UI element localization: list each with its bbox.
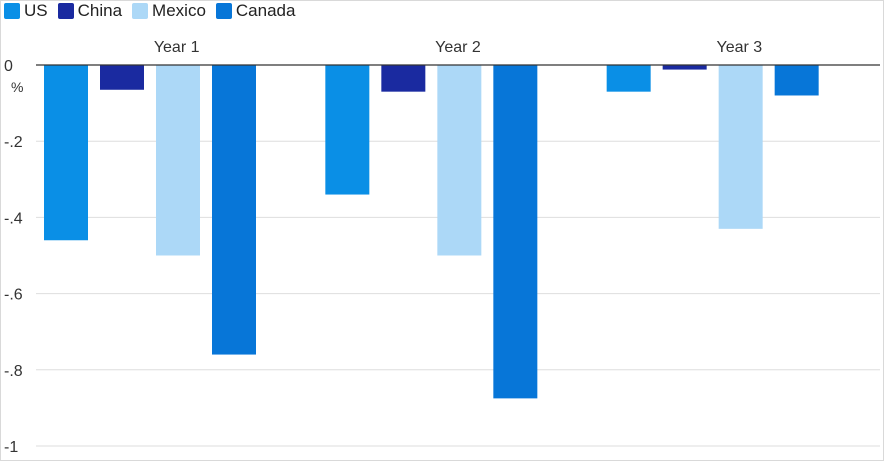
legend-label: China bbox=[77, 1, 123, 20]
bar-mexico bbox=[718, 65, 763, 229]
legend-item-china: China bbox=[57, 1, 123, 21]
legend-label: Mexico bbox=[152, 1, 206, 20]
bar-mexico bbox=[156, 65, 200, 256]
legend-item-canada: Canada bbox=[215, 1, 296, 21]
legend-swatch bbox=[4, 3, 20, 19]
bar-us bbox=[325, 65, 370, 195]
y-tick-label: -1 bbox=[4, 439, 18, 456]
legend: US China Mexico Canada bbox=[4, 1, 295, 21]
legend-swatch bbox=[57, 3, 74, 19]
bar-china bbox=[381, 65, 426, 92]
bar-us bbox=[606, 65, 651, 92]
y-tick-label: -.4 bbox=[4, 210, 23, 227]
bar-china bbox=[662, 65, 707, 70]
y-tick-label: -.6 bbox=[4, 287, 23, 304]
y-tick-label: -.2 bbox=[4, 134, 23, 151]
category-label: Year 2 bbox=[435, 39, 481, 56]
bar-canada bbox=[212, 65, 256, 355]
legend-label: Canada bbox=[235, 1, 296, 20]
legend-item-us: US bbox=[4, 1, 48, 21]
y-tick-label: -.8 bbox=[4, 363, 23, 380]
bar-china bbox=[100, 65, 144, 90]
legend-swatch bbox=[132, 3, 149, 19]
y-tick-label: 0 bbox=[4, 58, 13, 75]
bar-mexico bbox=[437, 65, 482, 256]
legend-label: US bbox=[24, 1, 48, 20]
bar-us bbox=[44, 65, 88, 241]
bar-canada bbox=[493, 65, 538, 399]
y-unit-label: % bbox=[11, 79, 23, 95]
legend-item-mexico: Mexico bbox=[132, 1, 206, 21]
legend-swatch bbox=[215, 3, 232, 19]
category-label: Year 1 bbox=[154, 39, 200, 56]
category-label: Year 3 bbox=[716, 39, 762, 56]
bar-canada bbox=[774, 65, 819, 96]
